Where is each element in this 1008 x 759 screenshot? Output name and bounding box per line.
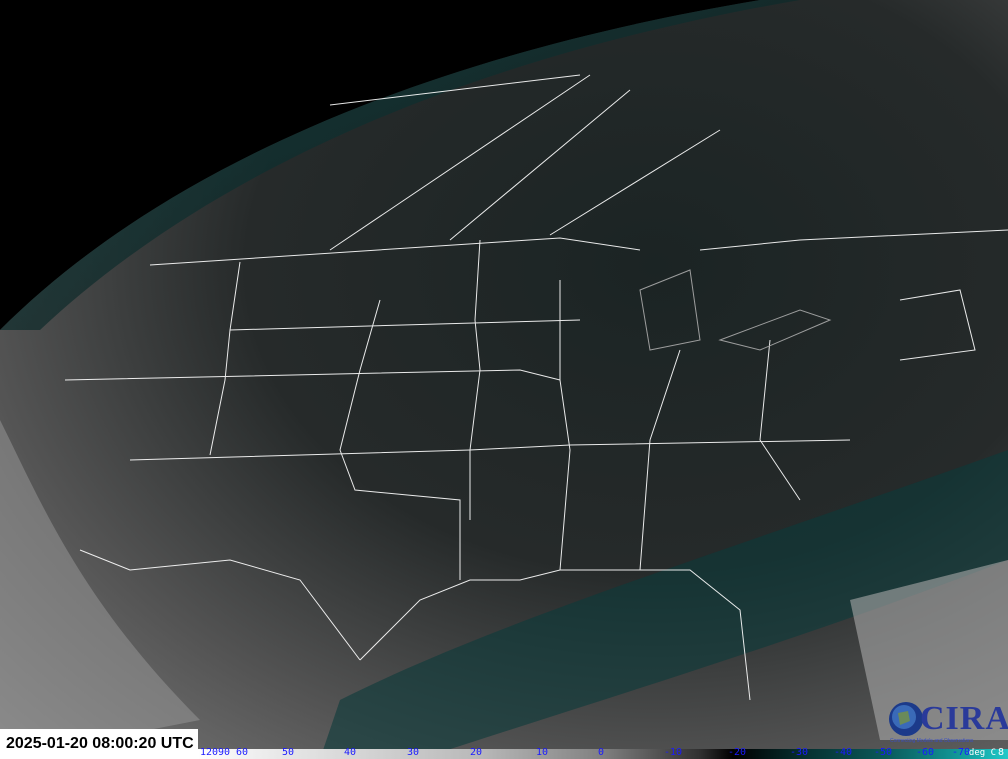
cira-logo: CIRA xyxy=(920,700,1008,737)
colorbar-tick: -30 xyxy=(790,747,809,758)
colorbar-tick: -50 xyxy=(874,747,893,758)
colorbar-tick: 60 xyxy=(236,747,249,758)
colorbar-tick: 120 xyxy=(200,747,219,758)
colorbar-tick: 90 xyxy=(218,747,231,758)
colorbar-tick: 8 xyxy=(998,747,1005,758)
colorbar-tick: 10 xyxy=(536,747,549,758)
colorbar-tick: -60 xyxy=(916,747,935,758)
state-borders xyxy=(64,74,1008,701)
colorbar-unit: deg C xyxy=(968,748,996,758)
timestamp-label: 2025-01-20 08:00:20 UTC xyxy=(0,729,198,759)
cloud-atlantic xyxy=(850,560,1008,740)
colorbar-tick: -10 xyxy=(664,747,683,758)
colorbar-tick: 50 xyxy=(282,747,295,758)
cloud-band-gulf xyxy=(320,450,1008,759)
cira-tagline: Connecting Models and Observations xyxy=(890,738,974,744)
colorbar-tick: -70 xyxy=(952,747,971,758)
colorbar-tick: 20 xyxy=(470,747,483,758)
colorbar-tick: -40 xyxy=(834,747,853,758)
cloud-southwest xyxy=(0,420,200,759)
colorbar-tick: 0 xyxy=(598,747,605,758)
cira-globe-icon xyxy=(889,702,923,736)
colorbar-tick: -20 xyxy=(728,747,747,758)
colorbar-tick: 40 xyxy=(344,747,357,758)
colorbar-tick: 30 xyxy=(407,747,420,758)
temperature-colorbar: 120 90 60 50 40 30 20 10 0 -10 -20 -30 -… xyxy=(198,747,1008,759)
